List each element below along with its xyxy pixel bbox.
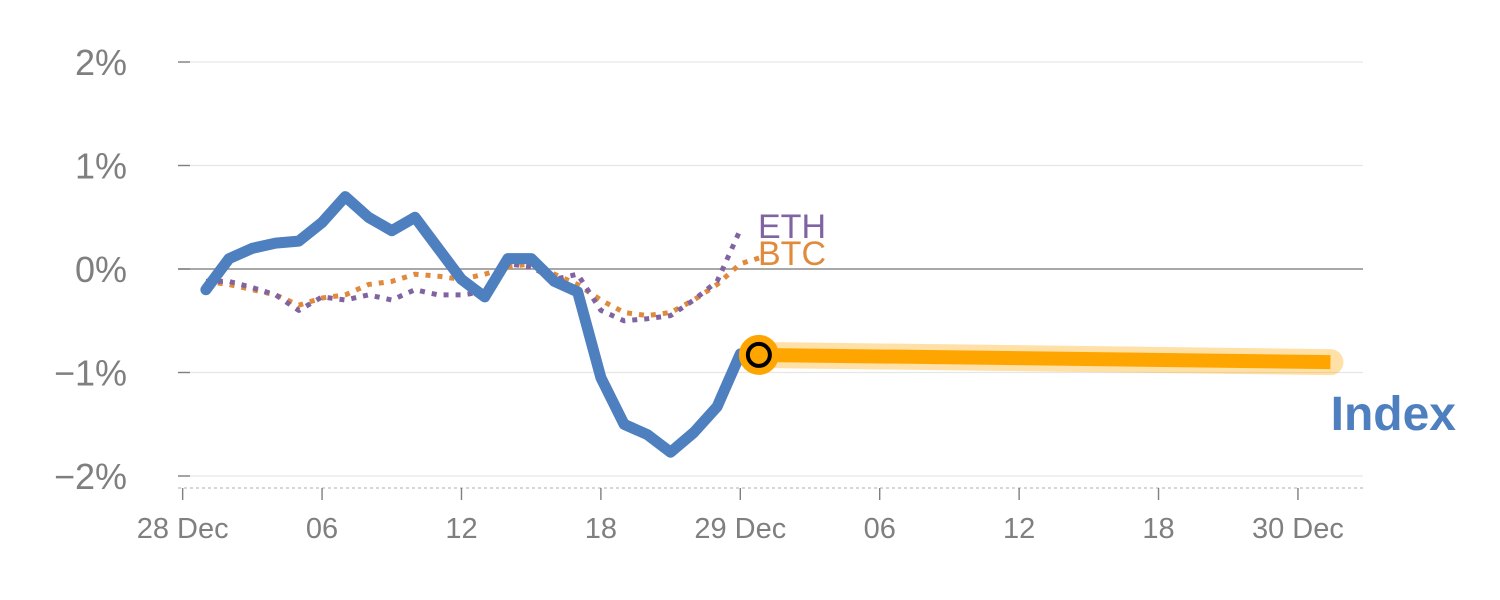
forecast-marker-point xyxy=(745,341,772,368)
series-lines xyxy=(200,191,765,458)
y-tick-label: 1% xyxy=(75,146,127,187)
label-index: Index xyxy=(1331,388,1457,441)
x-tick-label: 06 xyxy=(864,513,896,545)
x-tick-label: 12 xyxy=(1003,513,1035,545)
x-tick-label: 06 xyxy=(306,513,338,545)
x-tick-label: 30 Dec xyxy=(1252,513,1344,545)
label-btc: BTC xyxy=(758,235,826,273)
y-tick-label: −2% xyxy=(54,456,127,497)
axes: 2% 1% 0% −1% −2% 28 Dec 06 12 18 29 Dec 06 12 18 30 D… xyxy=(54,42,1363,545)
y-tick-label: 2% xyxy=(75,42,127,83)
x-tick-label: 29 Dec xyxy=(694,513,786,545)
gridlines xyxy=(178,61,1363,477)
y-tick-label: 0% xyxy=(75,249,127,290)
x-tick-label: 18 xyxy=(585,513,617,545)
forecast-band xyxy=(738,334,1344,376)
forecast-band-line xyxy=(758,347,1331,370)
label-eth: ETH xyxy=(758,208,826,246)
y-tick-label: −1% xyxy=(54,353,127,394)
series-line-index xyxy=(200,191,746,458)
x-tick-label: 12 xyxy=(445,513,477,545)
x-tick-label: 28 Dec xyxy=(137,513,229,545)
x-tick-label: 18 xyxy=(1142,513,1174,545)
series-line-btc xyxy=(205,254,765,319)
